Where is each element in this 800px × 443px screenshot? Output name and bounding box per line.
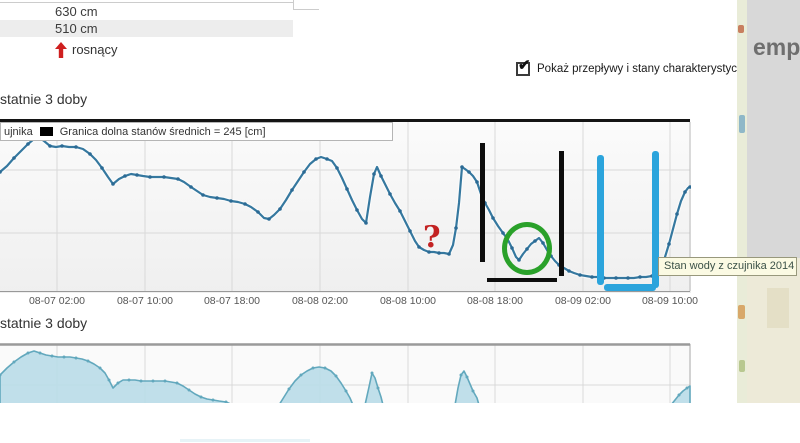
annotation-blue-vertical-line-1 xyxy=(597,155,604,285)
flow-area-svg xyxy=(0,343,691,403)
chart1-x-axis: 08-07 02:00 08-07 10:00 08-07 18:00 08-08 0… xyxy=(0,295,700,308)
checkbox-icon[interactable]: ✔ xyxy=(516,58,531,76)
checkmark-icon: ✔ xyxy=(518,57,531,74)
annotation-black-underline xyxy=(487,278,557,282)
trend-label: rosnący xyxy=(72,42,118,57)
level-value: 630 cm xyxy=(55,4,98,19)
map-watermark: empi xyxy=(753,34,800,60)
map-speck xyxy=(739,360,745,372)
annotation-question-mark: ? xyxy=(423,220,441,255)
x-axis-label: 08-08 02:00 xyxy=(291,295,349,307)
legend-series-label: ujnika xyxy=(4,125,33,138)
chart2-title: statnie 3 doby xyxy=(0,315,88,331)
station-summary-table: 630 cm 510 cm rosnący xyxy=(0,2,293,62)
x-axis-label: 08-07 18:00 xyxy=(203,295,261,307)
water-level-line-svg xyxy=(0,119,691,292)
x-axis-label: 08-07 02:00 xyxy=(28,295,86,307)
flow-area-chart[interactable] xyxy=(0,343,691,403)
map-speck xyxy=(738,305,745,319)
legend-threshold-label: Granica dolna stanów średnich = 245 [cm] xyxy=(59,125,266,138)
water-level-line-chart[interactable] xyxy=(0,119,691,293)
map-speck xyxy=(739,115,745,133)
trend-row: rosnący xyxy=(0,37,293,62)
x-axis-label: 08-09 10:00 xyxy=(641,295,699,307)
checkbox-label[interactable]: Pokaż przepływy i stany charakterystyczn… xyxy=(537,63,756,75)
chart-tooltip: Stan wody z czujnika 2014 xyxy=(658,257,797,276)
level-value: 510 cm xyxy=(55,21,98,36)
annotation-green-circle xyxy=(502,222,552,275)
annotation-blue-vertical-line-2 xyxy=(652,151,659,288)
chart1-title: statnie 3 doby xyxy=(0,91,88,107)
map-edge-strip xyxy=(737,0,747,403)
map-speck xyxy=(738,25,744,33)
annotation-black-vertical-line-2 xyxy=(559,151,564,276)
table-row: 510 cm xyxy=(0,20,293,37)
legend-black-swatch-icon xyxy=(39,127,53,136)
rising-arrow-icon xyxy=(55,41,67,58)
clipped-chart-fragment xyxy=(180,439,310,442)
x-axis-label: 08-08 10:00 xyxy=(379,295,437,307)
x-axis-label: 08-08 18:00 xyxy=(466,295,524,307)
annotation-black-vertical-line-1 xyxy=(480,143,485,262)
x-axis-label: 08-09 02:00 xyxy=(554,295,612,307)
x-axis-label: 08-07 10:00 xyxy=(116,295,174,307)
map-blob xyxy=(767,288,789,328)
table-row: 630 cm xyxy=(0,3,293,20)
annotation-blue-connector xyxy=(604,284,656,291)
map-lower-area xyxy=(747,258,800,403)
panel-corner-border xyxy=(293,0,319,10)
chart1-legend: ujnika Granica dolna stanów średnich = 2… xyxy=(0,122,393,141)
map-overlay-panel: empi xyxy=(747,0,800,258)
show-flows-checkbox[interactable]: ✔ Pokaż przepływy i stany charakterystyc… xyxy=(516,58,756,76)
